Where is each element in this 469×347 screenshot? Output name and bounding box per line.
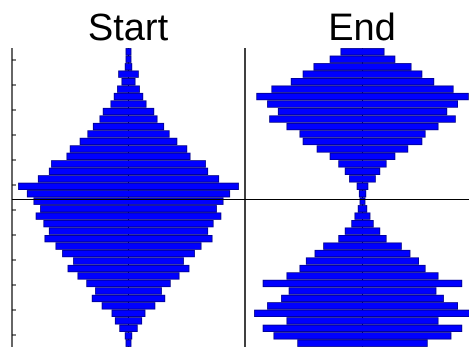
start-bar — [113, 92, 144, 101]
end-bar — [305, 257, 419, 265]
end-bar — [340, 48, 385, 56]
start-bar — [125, 48, 132, 56]
end-bar — [356, 182, 369, 191]
start-bar — [102, 107, 155, 116]
end-bar — [281, 294, 444, 303]
start-bar — [87, 130, 170, 138]
start-bar — [118, 70, 139, 78]
start-bar — [77, 272, 180, 280]
end-bar — [267, 302, 459, 310]
start-bar — [26, 190, 231, 198]
start-bar — [124, 332, 133, 340]
start-bar — [99, 115, 158, 123]
end-bar — [338, 160, 387, 168]
end-histogram-bars — [254, 48, 469, 347]
end-bar — [286, 272, 439, 280]
end-bar — [351, 219, 374, 228]
end-bar — [256, 92, 469, 101]
start-bar — [67, 264, 190, 273]
start-panel — [11, 48, 239, 347]
end-bar — [297, 339, 428, 347]
start-bar — [48, 227, 209, 235]
start-bar — [69, 145, 188, 153]
start-bar — [117, 85, 140, 93]
end-bar — [329, 55, 396, 63]
end-bar — [316, 145, 409, 153]
end-panel-title: End — [328, 7, 396, 49]
start-bar — [43, 219, 214, 228]
start-bar — [55, 242, 202, 250]
start-bar — [33, 197, 224, 205]
start-bar — [111, 309, 146, 318]
end-bar — [262, 324, 463, 333]
start-bar — [37, 175, 220, 183]
end-bar — [267, 100, 459, 108]
start-bar — [86, 279, 171, 288]
end-bar — [269, 115, 456, 123]
end-bar — [286, 317, 439, 325]
end-bar — [358, 190, 367, 198]
start-bar — [121, 78, 136, 86]
start-bar — [125, 339, 132, 347]
start-bar — [48, 167, 209, 176]
end-bar — [254, 309, 469, 318]
end-bar — [349, 175, 376, 183]
start-panel-ticks — [12, 59, 16, 336]
start-histogram-bars — [18, 48, 239, 347]
end-bar — [344, 167, 381, 176]
end-bar — [302, 137, 423, 146]
end-bar — [302, 70, 423, 78]
end-bar — [329, 152, 396, 161]
start-bar — [95, 287, 162, 295]
end-bar — [354, 212, 371, 220]
end-panel — [254, 48, 469, 347]
end-bar — [359, 197, 366, 205]
start-bar — [35, 212, 222, 220]
start-bar — [91, 294, 166, 303]
start-bar — [79, 137, 178, 146]
start-bar — [44, 234, 213, 243]
start-bar — [92, 122, 165, 131]
end-bar — [273, 332, 452, 340]
start-bar — [114, 317, 143, 325]
end-bar — [277, 107, 448, 116]
end-bar — [357, 205, 368, 213]
end-bar — [262, 279, 463, 288]
end-bar — [338, 234, 387, 243]
start-bar — [18, 182, 239, 191]
start-bar — [51, 160, 206, 168]
start-bar — [62, 249, 195, 258]
end-bar — [323, 242, 402, 250]
end-bar — [271, 85, 454, 93]
start-bar — [66, 152, 191, 161]
start-panel-title: Start — [88, 7, 169, 49]
start-bar — [124, 63, 133, 71]
start-bar — [73, 257, 184, 265]
start-bar — [119, 324, 138, 333]
start-bar — [40, 205, 217, 213]
end-bar — [290, 78, 435, 86]
end-bar — [299, 130, 426, 138]
end-bar — [313, 63, 412, 71]
end-bar — [314, 249, 411, 258]
start-bar — [125, 55, 132, 63]
start-bar — [101, 302, 156, 310]
end-bar — [286, 122, 439, 131]
start-bar — [110, 100, 147, 108]
end-bar — [299, 264, 426, 273]
end-bar — [288, 287, 437, 295]
end-bar — [344, 227, 381, 235]
